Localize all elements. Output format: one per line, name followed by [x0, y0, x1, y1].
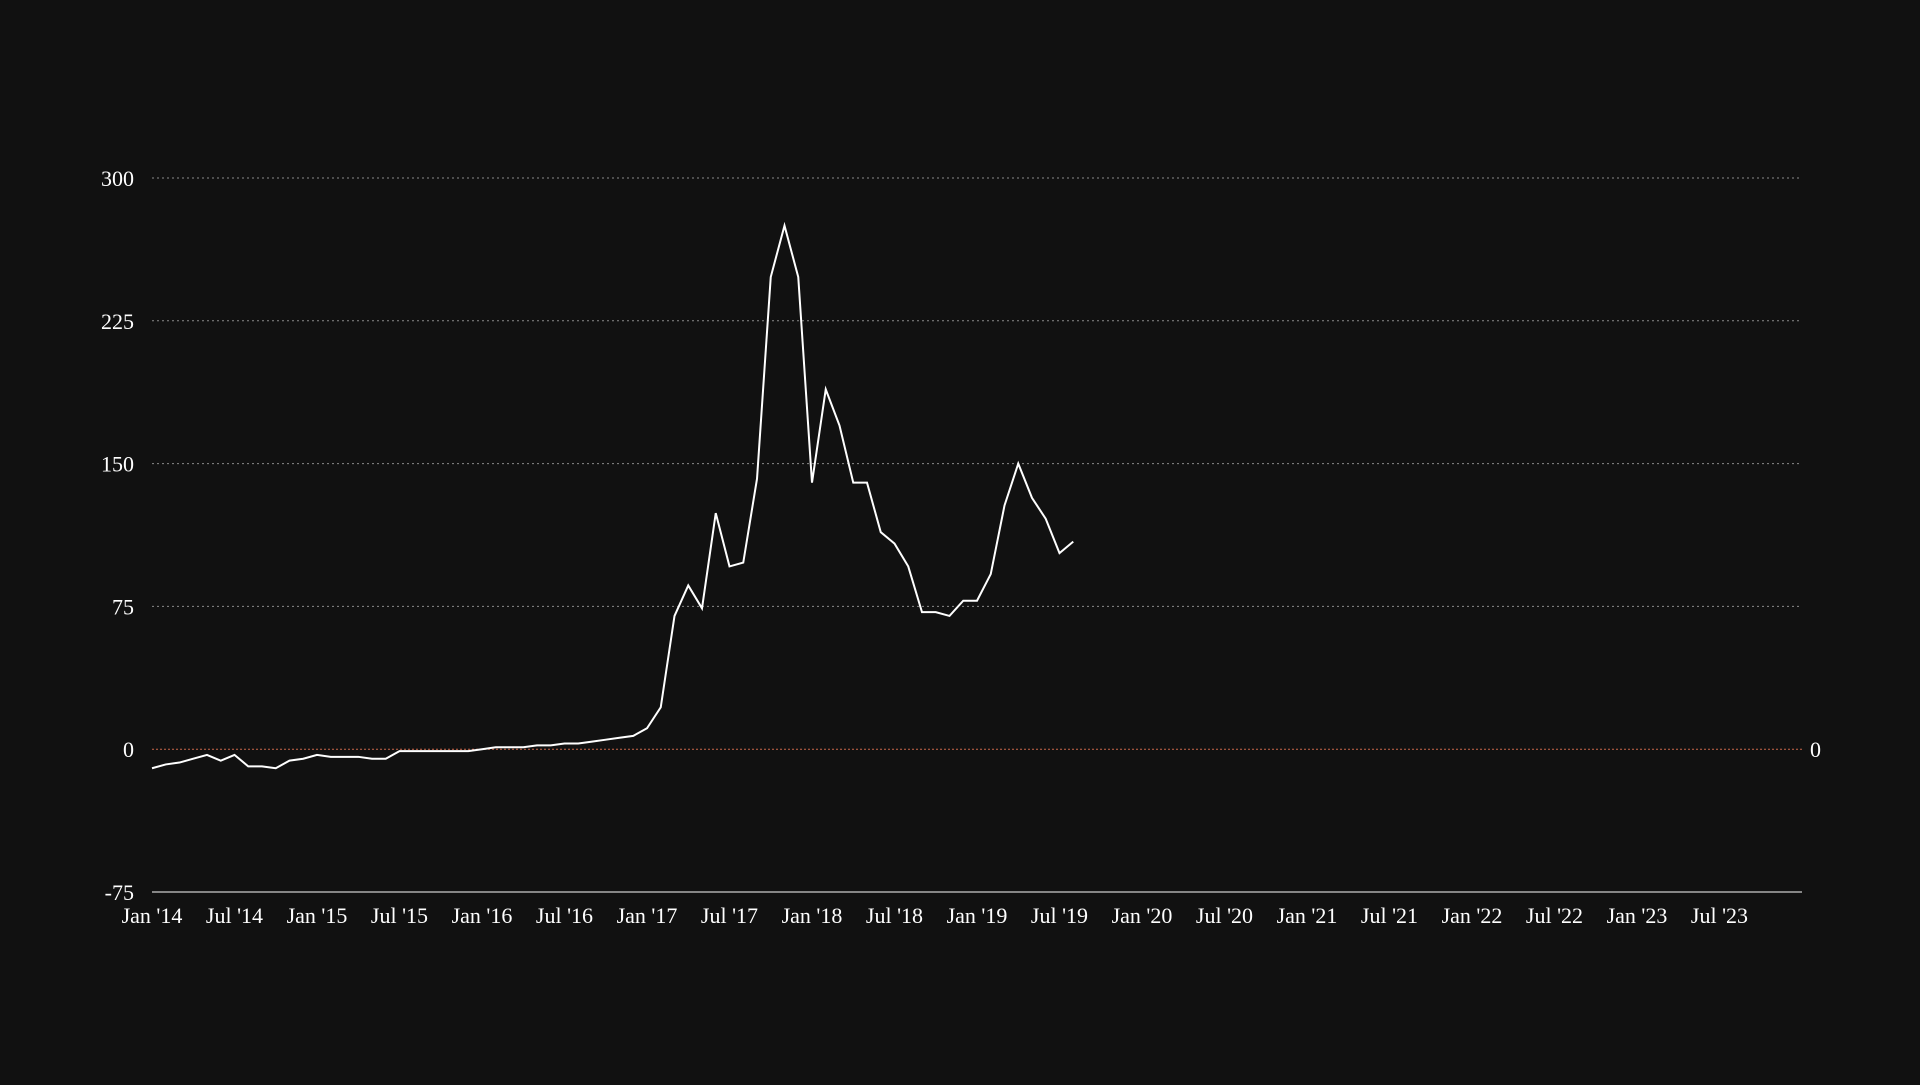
x-tick-label: Jan '20	[1112, 903, 1173, 928]
y-tick-label: 75	[112, 594, 134, 619]
x-tick-label: Jan '22	[1442, 903, 1503, 928]
x-tick-label: Jul '17	[701, 903, 758, 928]
y-tick-label: 300	[101, 166, 134, 191]
zero-reference-label: 0	[1810, 737, 1821, 762]
y-tick-label: 150	[101, 452, 134, 477]
x-tick-label: Jan '23	[1607, 903, 1668, 928]
x-tick-label: Jan '17	[617, 903, 678, 928]
x-tick-label: Jan '19	[947, 903, 1008, 928]
x-tick-label: Jul '16	[536, 903, 593, 928]
x-tick-label: Jul '22	[1526, 903, 1583, 928]
x-tick-label: Jan '16	[452, 903, 513, 928]
x-tick-label: Jul '23	[1691, 903, 1748, 928]
y-tick-label: 0	[123, 737, 134, 762]
x-tick-label: Jan '21	[1277, 903, 1338, 928]
x-tick-label: Jul '14	[206, 903, 263, 928]
y-tick-label: -75	[105, 880, 134, 905]
x-tick-label: Jan '18	[782, 903, 843, 928]
gridlines	[152, 177, 1802, 750]
x-tick-label: Jul '18	[866, 903, 923, 928]
series-line	[151, 221, 1074, 770]
x-tick-label: Jul '19	[1031, 903, 1088, 928]
tick-labels: 0 -75 0 75 150 225 300 Jan '14 Jul '14 Jan '15 Jul…	[101, 166, 1821, 928]
x-tick-label: Jul '21	[1361, 903, 1418, 928]
series-layer	[151, 221, 1074, 770]
y-tick-label: 225	[101, 309, 134, 334]
x-tick-label: Jul '20	[1196, 903, 1253, 928]
x-tick-label: Jan '15	[287, 903, 348, 928]
x-tick-label: Jul '15	[371, 903, 428, 928]
x-tick-label: Jan '14	[122, 903, 183, 928]
